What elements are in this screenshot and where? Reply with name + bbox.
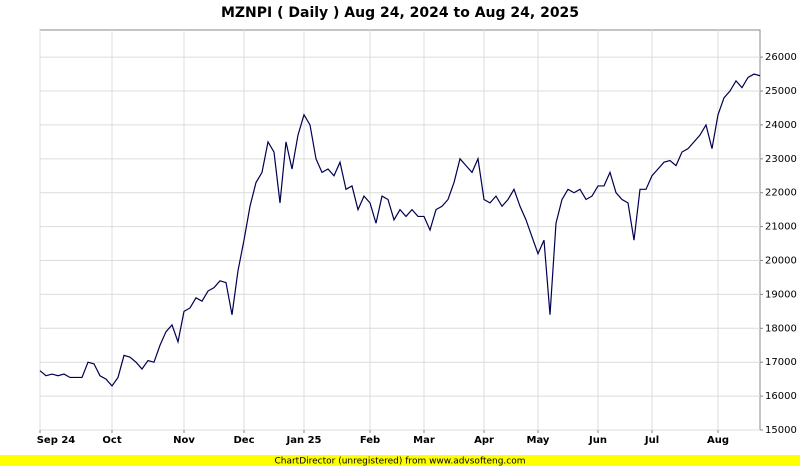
x-tick-label: Feb: [360, 435, 380, 446]
chart-title: MZNPI ( Daily ) Aug 24, 2024 to Aug 24, …: [221, 5, 579, 21]
y-tick-label: 19000: [765, 289, 797, 300]
x-tick-label: Aug: [707, 435, 729, 446]
x-tick-label: Oct: [102, 435, 121, 446]
x-tick-label: Jan 25: [286, 435, 322, 446]
x-tick-label: Apr: [474, 435, 494, 446]
x-tick-label: Dec: [233, 435, 254, 446]
plot-area: [39, 29, 761, 431]
footer-bar: [0, 455, 800, 466]
y-tick-label: 25000: [765, 86, 797, 97]
y-tick-label: 22000: [765, 188, 797, 199]
x-tick-label: May: [527, 435, 550, 446]
x-tick-label: Nov: [173, 435, 195, 446]
y-tick-label: 15000: [765, 425, 797, 436]
y-tick-label: 21000: [765, 222, 797, 233]
footer: ChartDirector (unregistered) from www.ad…: [274, 457, 525, 466]
x-tick-label: Jun: [588, 435, 607, 446]
y-tick-label: 26000: [765, 52, 797, 63]
y-tick-label: 18000: [765, 323, 797, 334]
y-tick-label: 20000: [765, 256, 797, 267]
x-tick-label: Mar: [413, 435, 435, 446]
y-tick-label: 24000: [765, 120, 797, 131]
y-tick-label: 17000: [765, 357, 797, 368]
x-tick-label: Jul: [644, 435, 659, 446]
y-tick-label: 16000: [765, 391, 797, 402]
y-tick-label: 23000: [765, 154, 797, 165]
x-tick-label: Sep 24: [37, 435, 76, 446]
price-line: [39, 73, 761, 387]
